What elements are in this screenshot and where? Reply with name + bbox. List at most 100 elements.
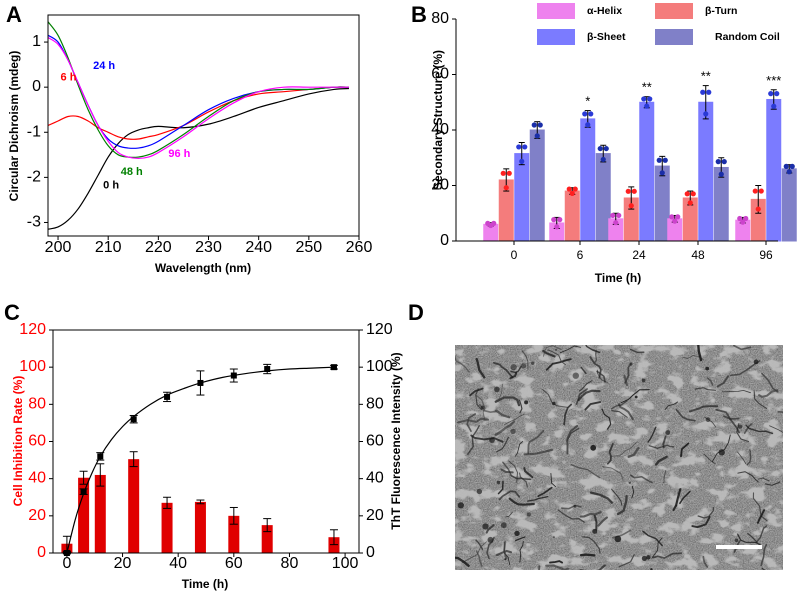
- tem-aggregate: [665, 430, 671, 435]
- chart-a-xtick-label: 220: [145, 239, 172, 256]
- tem-fibril: [575, 388, 588, 405]
- chart-b-point: [644, 103, 650, 109]
- tem-aggregate: [753, 359, 759, 365]
- tem-fibril: [618, 403, 634, 421]
- chart-b-xlabel: Time (h): [595, 271, 641, 285]
- chart-a-series-24h: [48, 34, 349, 149]
- chart-b-point: [588, 111, 594, 117]
- chart-b-point: [610, 212, 616, 219]
- tem-fibril: [467, 425, 480, 456]
- tem-fibril: [475, 550, 483, 567]
- chart-b-xtick-label: 24: [632, 248, 646, 262]
- tem-fibril: [716, 375, 730, 388]
- chart-b-bar: [766, 98, 782, 242]
- chart-a-label-24h: 24 h: [93, 60, 115, 72]
- tem-fibril: [578, 564, 606, 570]
- chart-c-ytick-label: 60: [28, 433, 46, 450]
- tem-fibril: [765, 481, 781, 486]
- chart-a-xtick-label: 240: [245, 239, 272, 256]
- tem-aggregate: [629, 362, 633, 366]
- chart-b-point: [786, 169, 792, 175]
- tem-aggregate: [487, 536, 494, 543]
- chart-c-y2tick-label: 20: [366, 507, 384, 524]
- chart-a-series-48h: [48, 21, 349, 158]
- chart-b-point: [641, 96, 647, 102]
- chart-c-bar: [228, 515, 240, 553]
- chart-b-point: [582, 111, 588, 117]
- tem-fibrils: [455, 345, 783, 570]
- chart-c-ytick-label: 40: [28, 470, 46, 487]
- panel-b-label: B: [411, 2, 427, 27]
- tem-fibril: [629, 348, 645, 354]
- tem-aggregate: [705, 366, 710, 371]
- chart-a-series-0h: [48, 87, 350, 230]
- chart-b-point: [768, 91, 774, 97]
- chart-b-point: [687, 200, 693, 206]
- tem-fibril: [510, 365, 522, 374]
- tem-fibril: [611, 441, 638, 457]
- chart-c-ytick-label: 100: [19, 358, 46, 375]
- tem-aggregate: [504, 558, 507, 561]
- chart-b-ytick-label: 80: [431, 10, 449, 27]
- tem-fibril: [585, 345, 601, 354]
- chart-c-point: [330, 364, 337, 371]
- tem-aggregate: [590, 444, 597, 451]
- tem-fibril: [597, 516, 608, 527]
- tem-fibril: [769, 425, 783, 433]
- chart-a-label-48h: 48 h: [121, 166, 143, 178]
- chart-b-point: [522, 144, 528, 150]
- tem-aggregate: [494, 386, 500, 393]
- tem-fibril: [455, 556, 470, 567]
- tem-fibril: [737, 471, 759, 483]
- tem-aggregate: [641, 555, 648, 562]
- chart-b-point: [758, 188, 764, 194]
- chart-a-xtick-label: 230: [195, 239, 222, 256]
- tem-fibril: [647, 426, 657, 443]
- tem-aggregate: [510, 364, 517, 371]
- chart-c-point: [80, 488, 87, 495]
- tem-aggregate: [641, 378, 646, 383]
- tem-fibril: [629, 474, 653, 484]
- chart-b-point: [554, 224, 560, 230]
- chart-b-point: [628, 203, 634, 209]
- tem-fibril: [752, 492, 768, 522]
- tem-fibril: [566, 424, 579, 455]
- chart-b-significance: *: [585, 94, 590, 109]
- tem-fibril: [601, 408, 612, 430]
- chart-b-point: [569, 190, 575, 196]
- chart-a-series-6h: [48, 86, 349, 140]
- tem-fibril: [610, 400, 628, 410]
- chart-c-xtick-label: 80: [281, 555, 299, 572]
- chart-b-legend-label: α-Helix: [587, 5, 622, 17]
- chart-b-point: [740, 219, 746, 225]
- chart-b-point: [500, 170, 506, 176]
- chart-c-bar: [94, 474, 106, 553]
- tem-fibril: [455, 354, 470, 373]
- tem-fibril: [509, 371, 518, 380]
- chart-c-xtick-label: 40: [169, 555, 187, 572]
- panel-c-label: C: [4, 300, 20, 325]
- chart-b-point: [752, 188, 758, 194]
- tem-aggregate: [614, 535, 622, 543]
- tem-aggregate: [734, 538, 739, 543]
- tem-fibril: [753, 391, 768, 409]
- tem-fibril: [689, 405, 719, 413]
- tem-aggregate: [489, 437, 495, 443]
- chart-b-point: [600, 156, 606, 163]
- tem-fibril: [596, 369, 608, 384]
- tem-fibril: [579, 553, 596, 557]
- chart-c-ytick-label: 20: [28, 507, 46, 524]
- chart-b-point: [715, 159, 721, 165]
- tem-fibril: [557, 509, 585, 523]
- tem-fibril: [469, 387, 484, 397]
- tem-aggregate: [628, 481, 631, 484]
- tem-fibril: [470, 434, 504, 443]
- tem-fibril: [475, 357, 486, 379]
- tem-fibril: [494, 396, 521, 407]
- chart-b-bar: [713, 166, 729, 242]
- tem-aggregate: [705, 417, 711, 423]
- chart-b-point: [531, 122, 537, 128]
- chart-b-xtick-label: 6: [577, 248, 584, 262]
- chart-b-point: [659, 170, 665, 176]
- tem-fibril: [594, 350, 598, 364]
